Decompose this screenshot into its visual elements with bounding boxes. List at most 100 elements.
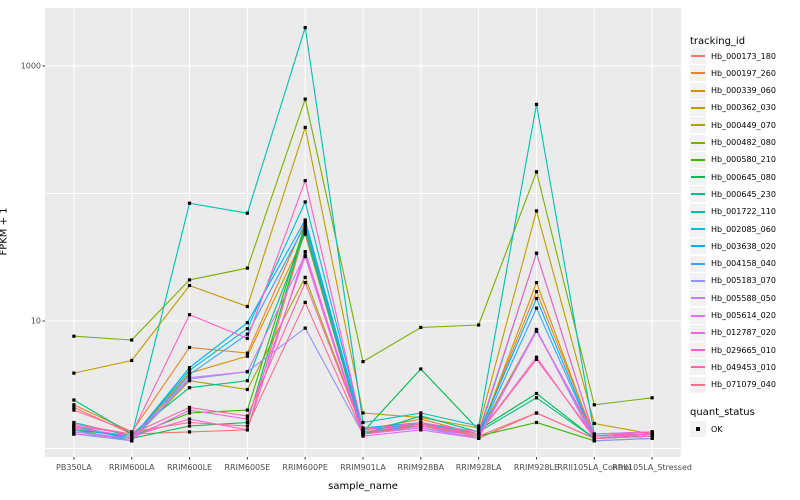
data-point — [477, 436, 481, 440]
data-point — [245, 336, 249, 340]
data-point — [245, 408, 249, 412]
data-point — [303, 250, 307, 254]
data-point — [72, 334, 76, 338]
data-point — [303, 200, 307, 204]
data-point — [245, 424, 249, 428]
data-point — [303, 26, 307, 30]
data-point — [72, 398, 76, 402]
data-point — [187, 345, 192, 350]
data-point — [419, 426, 423, 430]
line-swatch-icon — [691, 297, 705, 300]
legend-item-label: Hb_049453_010 — [711, 362, 776, 372]
y-tick-label: 1000 — [20, 61, 41, 71]
data-point — [419, 422, 423, 426]
data-point — [534, 355, 539, 359]
data-point — [303, 326, 307, 330]
data-point — [361, 430, 365, 434]
data-point — [130, 439, 134, 443]
legend-line-swatch — [690, 221, 706, 237]
legend-item-Hb_003638_020: Hb_003638_020 — [690, 238, 776, 255]
line-swatch-icon — [691, 193, 705, 196]
data-point — [477, 426, 481, 430]
legend-item-label: Hb_000449_070 — [711, 120, 776, 130]
data-point — [650, 396, 654, 400]
data-point — [187, 386, 192, 390]
line-swatch-icon — [691, 158, 705, 161]
legend-item-label: Hb_000362_030 — [711, 103, 776, 113]
data-point — [72, 430, 76, 434]
legend-item-Hb_049453_010: Hb_049453_010 — [690, 359, 776, 376]
data-point — [303, 125, 307, 129]
legend-item-label: Hb_001722_110 — [711, 207, 776, 217]
data-point — [187, 417, 192, 421]
legend-item-label: OK — [711, 424, 723, 434]
data-point — [72, 422, 76, 426]
line-swatch-icon — [691, 210, 705, 213]
data-point — [534, 251, 539, 255]
data-point — [361, 411, 365, 415]
data-point — [361, 426, 365, 430]
data-point — [534, 290, 539, 294]
quant-ok-key — [690, 421, 706, 437]
data-point — [187, 408, 192, 412]
legend-item-Hb_029665_010: Hb_029665_010 — [690, 342, 776, 359]
legend-item-label: Hb_000645_230 — [711, 189, 776, 199]
data-point — [187, 424, 192, 428]
line-swatch-icon — [691, 279, 705, 282]
data-point — [72, 403, 76, 407]
data-point — [419, 414, 423, 418]
line-swatch-icon — [691, 383, 705, 386]
data-point — [650, 436, 654, 440]
data-point — [245, 370, 249, 374]
data-point — [245, 266, 249, 270]
legend-item-label: Hb_005614_020 — [711, 311, 776, 320]
data-point — [72, 426, 76, 430]
data-point — [303, 218, 307, 222]
legend-item-Hb_000645_080: Hb_000645_080 — [690, 169, 776, 186]
legend-line-swatch — [690, 65, 706, 82]
data-point — [187, 368, 192, 372]
line-swatch-icon — [691, 262, 705, 265]
line-swatch-icon — [691, 228, 705, 230]
data-point — [650, 432, 654, 436]
x-tick-label: RRII105LA_Stressed — [612, 463, 692, 472]
line-swatch-icon — [691, 331, 705, 334]
data-point — [130, 430, 134, 434]
data-point — [187, 201, 192, 205]
data-point — [303, 275, 307, 279]
legend-line-swatch — [690, 272, 706, 289]
legend-item-Hb_000339_060: Hb_000339_060 — [690, 82, 776, 99]
data-point — [419, 325, 423, 330]
legend-item-label: Hb_029665_010 — [711, 345, 776, 355]
data-point — [534, 396, 539, 400]
data-point — [592, 439, 596, 443]
line-swatch-icon — [691, 366, 705, 369]
data-point — [303, 179, 307, 183]
line-swatch-icon — [691, 72, 705, 75]
legend-item-Hb_002085_060: Hb_002085_060 — [690, 221, 776, 237]
data-point — [303, 220, 307, 224]
data-point — [419, 367, 423, 371]
data-point — [534, 296, 539, 301]
data-point — [72, 428, 76, 432]
x-tick-label: RRII105LA_Control — [557, 463, 632, 472]
data-point — [303, 255, 307, 259]
legend-item-Hb_005614_020: Hb_005614_020 — [690, 307, 776, 324]
x-tick-label: RRIM600SE — [224, 463, 271, 472]
legend-line-swatch — [690, 342, 706, 359]
legend-title-quant-status: quant_status — [690, 407, 755, 418]
data-point — [477, 428, 481, 432]
x-axis-title: sample_name — [328, 481, 398, 492]
legend-line-swatch — [690, 376, 706, 393]
line-swatch-icon — [691, 106, 705, 109]
legend-line-swatch — [690, 307, 706, 324]
data-point — [534, 329, 539, 333]
data-point — [303, 223, 307, 227]
data-point — [592, 421, 596, 426]
data-point — [477, 424, 481, 428]
line-swatch-icon — [691, 349, 705, 352]
data-point — [187, 430, 192, 434]
legend-item-Hb_004158_040: Hb_004158_040 — [690, 255, 776, 272]
